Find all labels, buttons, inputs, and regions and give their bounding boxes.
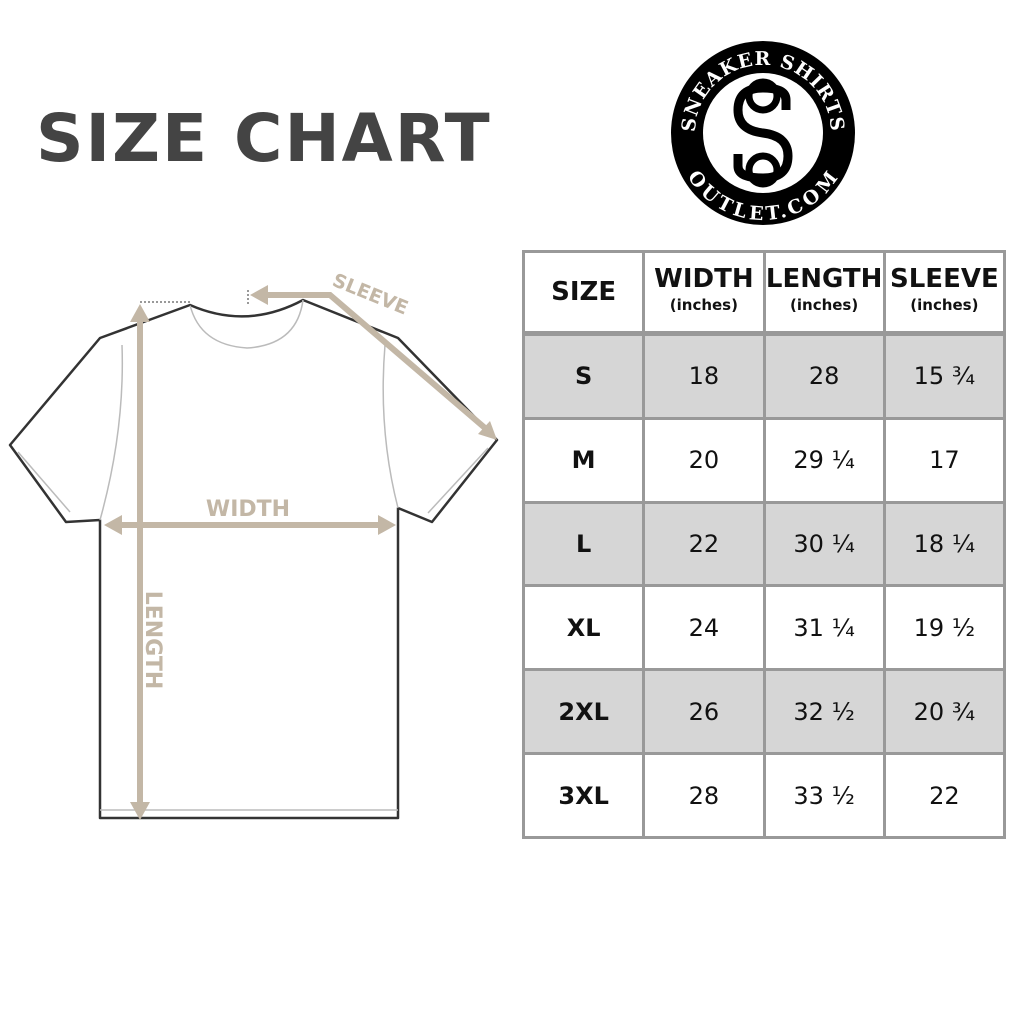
cell-width: 26 <box>642 668 766 756</box>
tshirt-seams <box>17 299 489 811</box>
cell-sleeve: 17 <box>882 416 1007 504</box>
width-arrowhead-right <box>378 515 396 535</box>
cell-sleeve: 22 <box>882 752 1007 839</box>
cell-width: 24 <box>642 584 766 672</box>
cell-length: 31 ¼ <box>762 584 886 672</box>
cell-sleeve: 19 ½ <box>882 584 1007 672</box>
header-width-label: WIDTH <box>654 264 754 294</box>
table-row: L 22 30 ¼ 18 ¼ <box>521 500 1007 588</box>
length-guide-line <box>140 301 191 306</box>
cell-size: M <box>521 416 646 504</box>
tshirt-outline <box>8 298 499 820</box>
header-sleeve: SLEEVE (inches) <box>882 250 1007 335</box>
cell-length: 28 <box>762 332 886 420</box>
cell-width: 20 <box>642 416 766 504</box>
brand-logo: SNEAKER SHIRTS OUTLET.COM <box>671 41 855 225</box>
cell-size: S <box>521 332 646 420</box>
tshirt-diagram: WIDTH LENGTH SLEEVE <box>8 269 499 820</box>
cell-length: 29 ¼ <box>762 416 886 504</box>
length-arrowhead-bottom <box>130 802 150 820</box>
cell-size: 2XL <box>521 668 646 756</box>
cell-size: XL <box>521 584 646 672</box>
header-sleeve-label: SLEEVE <box>890 264 999 294</box>
size-table-body: S 18 28 15 ¾ M 20 29 ¼ 17 L 22 30 ¼ 18 ¼ XL 24 31 ¼ 19 … <box>521 332 1007 839</box>
cell-sleeve: 15 ¾ <box>882 332 1007 420</box>
sleeve-label: SLEEVE <box>329 269 411 319</box>
header-size-label: SIZE <box>551 277 617 307</box>
cell-length: 30 ¼ <box>762 500 886 588</box>
length-label: LENGTH <box>140 591 165 690</box>
cell-width: 18 <box>642 332 766 420</box>
table-row: 2XL 26 32 ½ 20 ¾ <box>521 668 1007 756</box>
cell-size: L <box>521 500 646 588</box>
cell-size: 3XL <box>521 752 646 839</box>
page-title: SIZE CHART <box>36 100 492 177</box>
cell-length: 32 ½ <box>762 668 886 756</box>
table-header-row: SIZE WIDTH (inches) LENGTH (inches) SLEEVE… <box>521 250 1007 335</box>
size-table: SIZE WIDTH (inches) LENGTH (inches) SLEEVE… <box>521 250 1007 839</box>
header-length-unit: (inches) <box>790 296 859 314</box>
cell-width: 22 <box>642 500 766 588</box>
table-row: M 20 29 ¼ 17 <box>521 416 1007 504</box>
length-arrowhead-top <box>130 304 150 322</box>
header-width: WIDTH (inches) <box>642 250 766 335</box>
header-length: LENGTH (inches) <box>762 250 886 335</box>
sleeve-arrowhead-end <box>478 421 497 440</box>
cell-length: 33 ½ <box>762 752 886 839</box>
cell-sleeve: 18 ¼ <box>882 500 1007 588</box>
header-length-label: LENGTH <box>765 264 883 294</box>
sleeve-arrow <box>264 292 487 431</box>
width-arrowhead-left <box>104 515 122 535</box>
table-row: S 18 28 15 ¾ <box>521 332 1007 420</box>
table-row: XL 24 31 ¼ 19 ½ <box>521 584 1007 672</box>
cell-width: 28 <box>642 752 766 839</box>
width-label: WIDTH <box>206 497 290 522</box>
table-row: 3XL 28 33 ½ 22 <box>521 752 1007 839</box>
header-width-unit: (inches) <box>669 296 738 314</box>
monogram-icon <box>733 78 793 188</box>
header-size: SIZE <box>521 250 646 335</box>
header-sleeve-unit: (inches) <box>910 296 979 314</box>
cell-sleeve: 20 ¾ <box>882 668 1007 756</box>
sleeve-arrowhead-start <box>250 285 268 305</box>
